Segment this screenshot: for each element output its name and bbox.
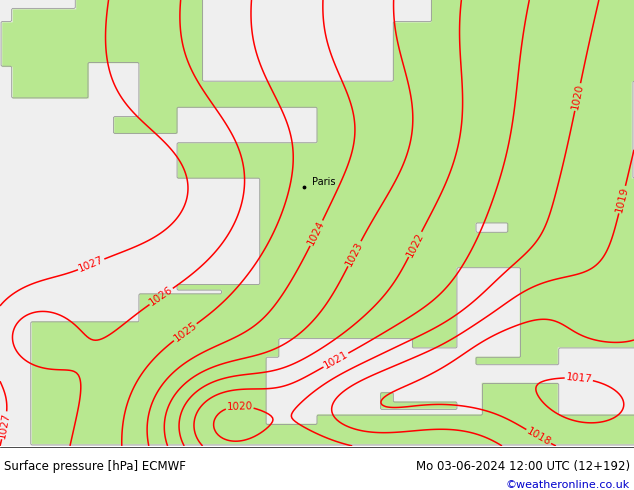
Text: 1026: 1026 <box>148 285 175 308</box>
Text: 1025: 1025 <box>172 320 199 344</box>
Text: 1027: 1027 <box>0 412 12 439</box>
Text: 1027: 1027 <box>77 255 105 274</box>
Text: 1024: 1024 <box>306 219 327 247</box>
Text: Mo 03-06-2024 12:00 UTC (12+192): Mo 03-06-2024 12:00 UTC (12+192) <box>416 460 630 473</box>
Text: 1022: 1022 <box>404 230 425 258</box>
Text: 1021: 1021 <box>322 349 350 371</box>
Text: 1020: 1020 <box>226 401 253 412</box>
Text: 1018: 1018 <box>525 426 552 447</box>
Text: 1019: 1019 <box>614 186 630 214</box>
Text: 1023: 1023 <box>344 240 365 268</box>
Text: Paris: Paris <box>312 177 335 187</box>
Text: 1020: 1020 <box>570 83 585 111</box>
Text: Surface pressure [hPa] ECMWF: Surface pressure [hPa] ECMWF <box>4 460 186 473</box>
Text: 1017: 1017 <box>566 372 592 385</box>
Text: ©weatheronline.co.uk: ©weatheronline.co.uk <box>506 480 630 490</box>
